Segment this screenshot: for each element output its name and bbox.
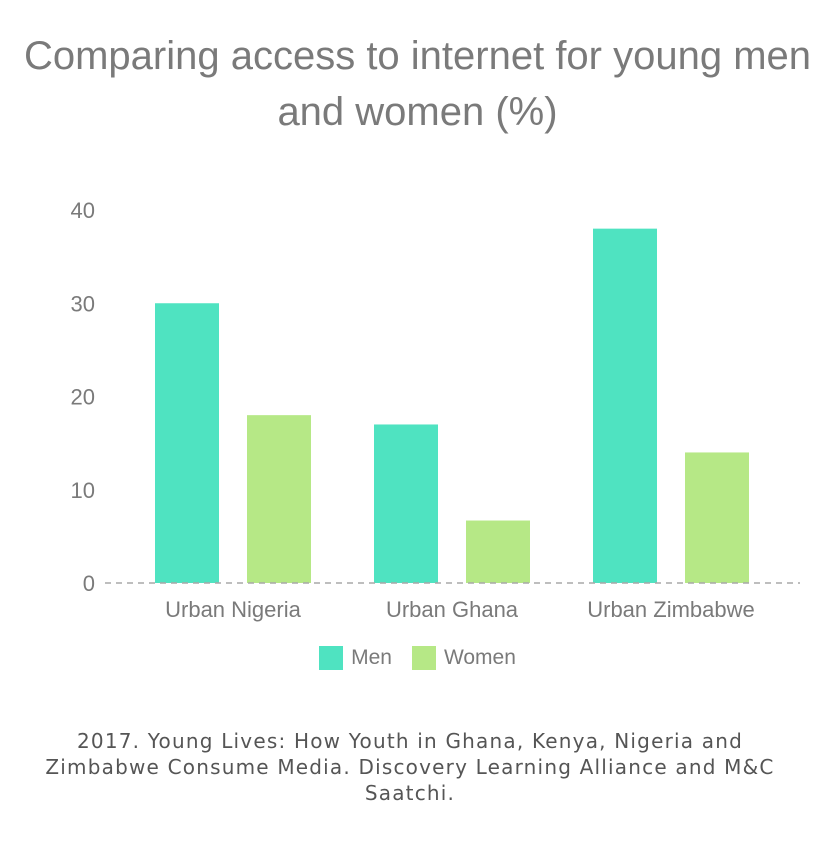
legend-swatch-men xyxy=(319,646,344,670)
bar-women-urban-ghana xyxy=(466,520,530,583)
legend-swatch-women xyxy=(411,646,436,670)
bar-chart: 0 10 20 30 40 Urban Nigeria Urban Ghana Urban Z… xyxy=(71,198,800,622)
legend-label-men: Men xyxy=(351,646,392,669)
bar-women-urban-nigeria xyxy=(247,415,311,583)
chart-title: Comparing access to internet for young m… xyxy=(23,34,812,134)
bar-men-urban-ghana xyxy=(374,424,438,583)
legend-label-women: Women xyxy=(443,646,516,669)
y-tick-label: 0 xyxy=(83,571,95,596)
bar-women-urban-zimbabwe xyxy=(685,452,749,583)
x-tick-label: Urban Nigeria xyxy=(165,597,301,622)
chart-legend: Men Women xyxy=(0,646,835,670)
legend-item-women: Women xyxy=(411,646,516,670)
y-tick-label: 40 xyxy=(71,198,95,223)
bar-men-urban-nigeria xyxy=(155,303,219,583)
source-citation: 2017. Young Lives: How Youth in Ghana, K… xyxy=(45,729,775,805)
y-tick-label: 10 xyxy=(71,478,95,503)
y-tick-label: 30 xyxy=(71,291,95,316)
x-tick-label: Urban Ghana xyxy=(386,597,519,622)
legend-item-men: Men xyxy=(319,646,392,670)
y-tick-label: 20 xyxy=(71,385,95,410)
x-tick-label: Urban Zimbabwe xyxy=(587,597,755,622)
bar-men-urban-zimbabwe xyxy=(593,228,657,583)
